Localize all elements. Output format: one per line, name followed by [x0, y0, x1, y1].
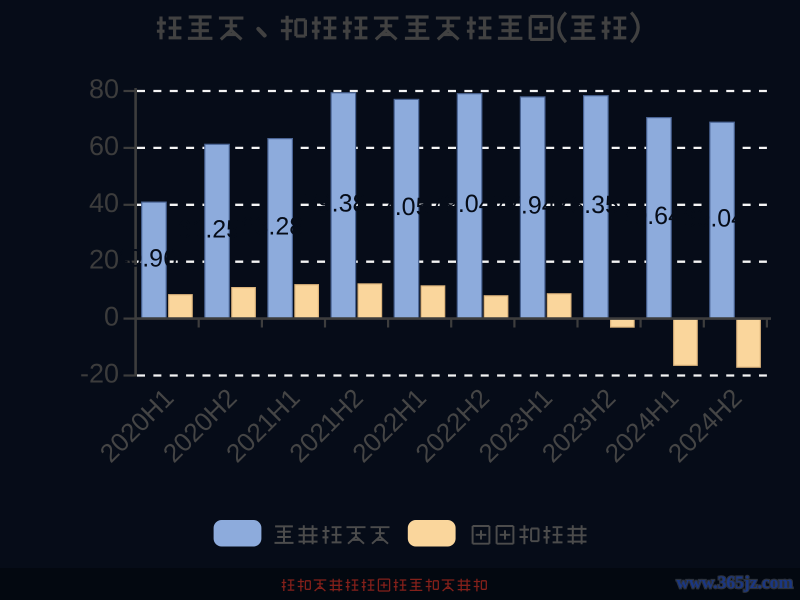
svg-text:80: 80	[89, 74, 119, 104]
svg-text:20: 20	[89, 245, 119, 275]
svg-text:60: 60	[89, 131, 119, 161]
svg-text:61.25: 61.25	[178, 216, 241, 244]
svg-text:40.96: 40.96	[114, 244, 177, 272]
svg-text:63.28: 63.28	[241, 213, 304, 241]
svg-text:0: 0	[104, 302, 119, 332]
svg-text:78.35: 78.35	[556, 191, 619, 219]
svg-text:79.04: 79.04	[430, 190, 493, 218]
svg-text:40: 40	[89, 188, 119, 218]
svg-text:69.04: 69.04	[683, 204, 746, 232]
svg-text:77.05: 77.05	[367, 193, 430, 221]
svg-text:www.365jz.com: www.365jz.com	[676, 572, 793, 592]
svg-text:www.365jz.com: www.365jz.com	[676, 572, 793, 592]
svg-text:77.94: 77.94	[493, 192, 556, 220]
svg-text:-20: -20	[80, 359, 119, 389]
svg-text:79.38: 79.38	[304, 190, 367, 218]
svg-text:70.64: 70.64	[619, 202, 682, 230]
